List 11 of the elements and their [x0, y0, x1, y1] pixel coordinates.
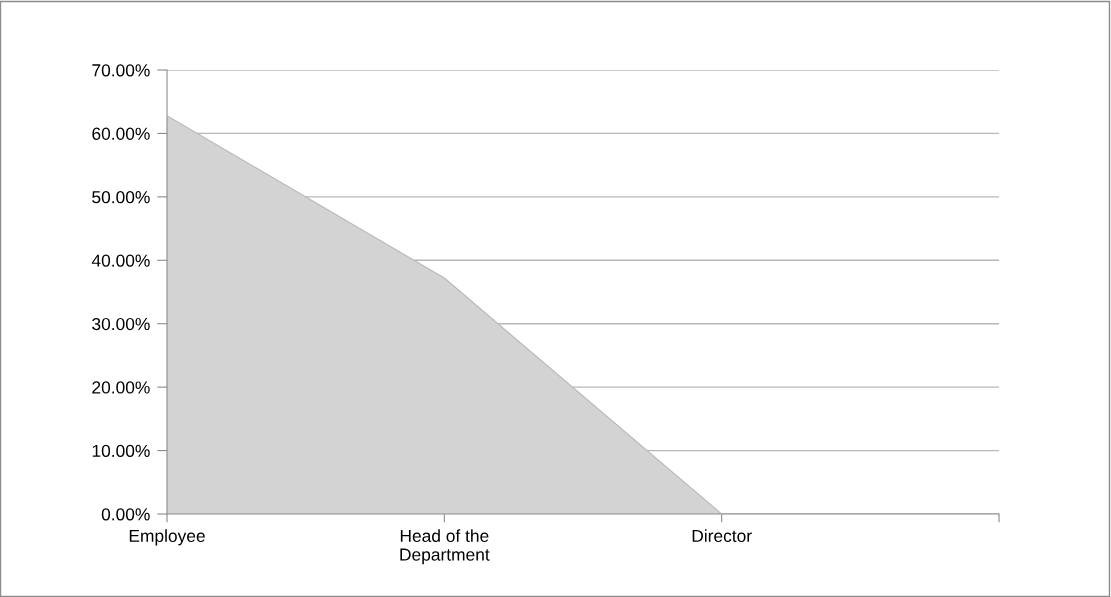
y-tick-label: 30.00%: [92, 317, 150, 331]
y-tick-label: 10.00%: [92, 444, 150, 458]
x-tick-label: Director: [692, 529, 752, 543]
y-tick-label: 0.00%: [101, 508, 150, 521]
y-tick-label: 20.00%: [92, 381, 150, 394]
x-tick-label: Employee: [129, 529, 205, 546]
y-tick-label: 40.00%: [91, 254, 150, 267]
y-tick-label: 50.00%: [92, 191, 150, 204]
y-tick-label: 60.00%: [92, 127, 150, 140]
y-tick-label: 70.00%: [92, 64, 150, 77]
x-tick-label: Head of the Department: [400, 529, 490, 565]
